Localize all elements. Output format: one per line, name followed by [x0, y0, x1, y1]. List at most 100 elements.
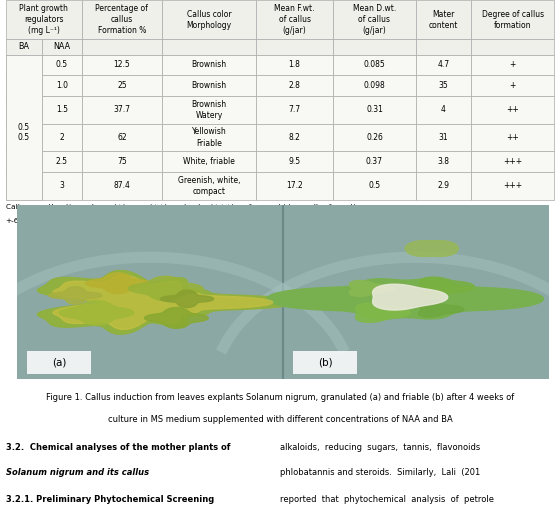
- Text: NAA: NAA: [53, 43, 71, 52]
- Bar: [162, 0, 256, 39]
- Bar: [162, 75, 256, 96]
- Text: 17.2: 17.2: [286, 181, 303, 190]
- Bar: [333, 0, 416, 39]
- Text: 3: 3: [59, 181, 64, 190]
- Text: reported  that  phytochemical  analysis  of  petrole: reported that phytochemical analysis of …: [280, 494, 494, 504]
- Bar: [416, 0, 471, 39]
- Text: Percentage of
callus
Formation %: Percentage of callus Formation %: [95, 4, 148, 35]
- Bar: [6, 75, 42, 96]
- Bar: [471, 124, 554, 151]
- Polygon shape: [372, 284, 447, 310]
- Polygon shape: [161, 290, 214, 308]
- Bar: [17, 205, 283, 379]
- Bar: [471, 39, 554, 55]
- Text: 1.5: 1.5: [56, 105, 68, 114]
- Bar: [42, 55, 82, 75]
- Text: Plant growth
regulators
(mg L⁻¹): Plant growth regulators (mg L⁻¹): [20, 4, 68, 35]
- Text: 0.098: 0.098: [363, 81, 385, 90]
- Bar: [333, 124, 416, 151]
- Text: ++: ++: [506, 105, 519, 114]
- Text: +-6509/4+-0: +-6509/4+-0: [6, 218, 54, 224]
- Text: Mean D.wt.
of callus
(g/jar): Mean D.wt. of callus (g/jar): [353, 4, 396, 35]
- Bar: [256, 39, 333, 55]
- Text: +: +: [510, 81, 516, 90]
- Bar: [42, 151, 82, 172]
- Polygon shape: [59, 301, 134, 325]
- Bar: [6, 55, 42, 75]
- Bar: [82, 172, 162, 200]
- Bar: [416, 55, 471, 75]
- Bar: [333, 75, 416, 96]
- Text: 4.7: 4.7: [437, 60, 450, 69]
- Text: 0.5: 0.5: [18, 123, 30, 132]
- Bar: [162, 151, 256, 172]
- Bar: [416, 172, 471, 200]
- Bar: [333, 151, 416, 172]
- Text: 0.5: 0.5: [18, 133, 30, 142]
- Text: 7.7: 7.7: [288, 105, 301, 114]
- Bar: [82, 39, 162, 55]
- Bar: [256, 151, 333, 172]
- Text: 3.8: 3.8: [437, 157, 450, 166]
- Bar: [471, 172, 554, 200]
- Text: 1.8: 1.8: [288, 60, 301, 69]
- Polygon shape: [53, 275, 273, 329]
- Bar: [42, 124, 82, 151]
- Text: Figure 1. Callus induction from leaves explants Solanum nigrum, granulated (a) a: Figure 1. Callus induction from leaves e…: [46, 393, 514, 402]
- Text: 9.5: 9.5: [288, 157, 301, 166]
- Text: Degree of callus
formation: Degree of callus formation: [482, 9, 544, 29]
- Text: 0.31: 0.31: [366, 105, 383, 114]
- Polygon shape: [356, 303, 410, 322]
- Text: +++: +++: [503, 157, 522, 166]
- Bar: [256, 124, 333, 151]
- Text: alkaloids,  reducing  sugars,  tannis,  flavonoids: alkaloids, reducing sugars, tannis, flav…: [280, 443, 480, 452]
- Text: 3.2.  Chemical analyses of the mother plants of: 3.2. Chemical analyses of the mother pla…: [6, 443, 230, 452]
- Text: 2.9: 2.9: [437, 181, 450, 190]
- Text: Yellowish
Friable: Yellowish Friable: [192, 127, 226, 148]
- Bar: [42, 172, 82, 200]
- Text: 31: 31: [438, 133, 449, 142]
- Text: ++: ++: [506, 133, 519, 142]
- Text: phlobatannis and steroids.  Similarly,  Lali  (201: phlobatannis and steroids. Similarly, La…: [280, 468, 480, 477]
- Bar: [416, 39, 471, 55]
- Text: 0.37: 0.37: [366, 157, 383, 166]
- Bar: [6, 55, 42, 200]
- Text: 25: 25: [117, 81, 127, 90]
- Text: 2.8: 2.8: [288, 81, 301, 90]
- Bar: [6, 96, 42, 124]
- Polygon shape: [144, 308, 208, 328]
- Bar: [162, 96, 256, 124]
- Bar: [471, 0, 554, 39]
- Bar: [6, 172, 42, 200]
- Bar: [82, 151, 162, 172]
- Text: +++: +++: [503, 181, 522, 190]
- Bar: [6, 39, 42, 55]
- Polygon shape: [129, 276, 203, 300]
- Text: Callus color
Morphology: Callus color Morphology: [186, 9, 232, 29]
- Bar: [256, 96, 333, 124]
- Text: Callus growth rating value = (+) poor, (++) moderate, (+++) profuse and (-) no c: Callus growth rating value = (+) poor, (…: [6, 204, 365, 210]
- Bar: [471, 55, 554, 75]
- Text: Brownish: Brownish: [192, 81, 227, 90]
- Text: 0.085: 0.085: [363, 60, 385, 69]
- Text: +: +: [510, 60, 516, 69]
- Bar: [162, 39, 256, 55]
- Bar: [42, 39, 82, 55]
- Text: (a): (a): [52, 357, 67, 367]
- Bar: [6, 151, 42, 172]
- Bar: [333, 172, 416, 200]
- Bar: [82, 55, 162, 75]
- Text: culture in MS medium supplemented with different concentrations of NAA and BA: culture in MS medium supplemented with d…: [108, 415, 452, 424]
- Bar: [27, 351, 91, 373]
- Text: White, friable: White, friable: [183, 157, 235, 166]
- Bar: [42, 75, 82, 96]
- Text: 0.5: 0.5: [56, 60, 68, 69]
- Polygon shape: [86, 273, 150, 294]
- Text: 35: 35: [438, 81, 449, 90]
- Bar: [82, 96, 162, 124]
- Text: 37.7: 37.7: [114, 105, 130, 114]
- Bar: [333, 55, 416, 75]
- Text: Brownish: Brownish: [192, 60, 227, 69]
- Polygon shape: [405, 240, 459, 257]
- Text: 1.0: 1.0: [56, 81, 68, 90]
